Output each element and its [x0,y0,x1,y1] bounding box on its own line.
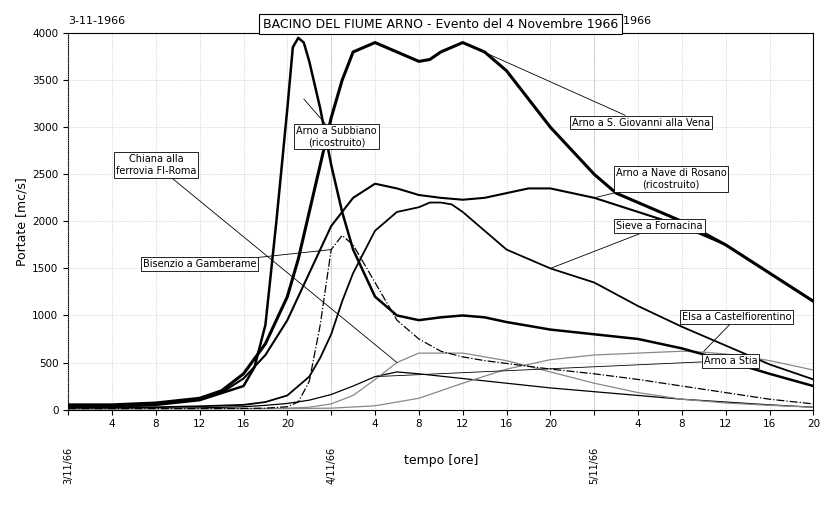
Y-axis label: Portate [mc/s]: Portate [mc/s] [15,177,28,266]
Text: Elsa a Castelfiorentino: Elsa a Castelfiorentino [682,312,792,351]
Text: 5-11-1966: 5-11-1966 [595,16,651,25]
Text: 3-11-1966: 3-11-1966 [68,16,125,25]
Text: Sieve a Fornacina: Sieve a Fornacina [550,221,703,268]
Text: Arno a Subbiano
(ricostruito): Arno a Subbiano (ricostruito) [296,99,377,148]
Text: Arno a Stia: Arno a Stia [375,355,757,377]
Text: 4-11-1966: 4-11-1966 [331,16,388,25]
Text: 3/11/66: 3/11/66 [63,447,73,485]
Text: 5/11/66: 5/11/66 [590,447,600,485]
Text: Bisenzio a Gamberame: Bisenzio a Gamberame [143,250,331,269]
Text: Chiana alla
ferrovia FI-Roma: Chiana alla ferrovia FI-Roma [115,154,397,362]
Text: Arno a Nave di Rosano
(ricostruito): Arno a Nave di Rosano (ricostruito) [595,168,726,198]
Text: Arno a S. Giovanni alla Vena: Arno a S. Giovanni alla Vena [463,42,711,127]
X-axis label: tempo [ore]: tempo [ore] [403,454,478,467]
Text: 4/11/66: 4/11/66 [326,447,337,485]
Title: BACINO DEL FIUME ARNO - Evento del 4 Novembre 1966: BACINO DEL FIUME ARNO - Evento del 4 Nov… [263,17,619,31]
